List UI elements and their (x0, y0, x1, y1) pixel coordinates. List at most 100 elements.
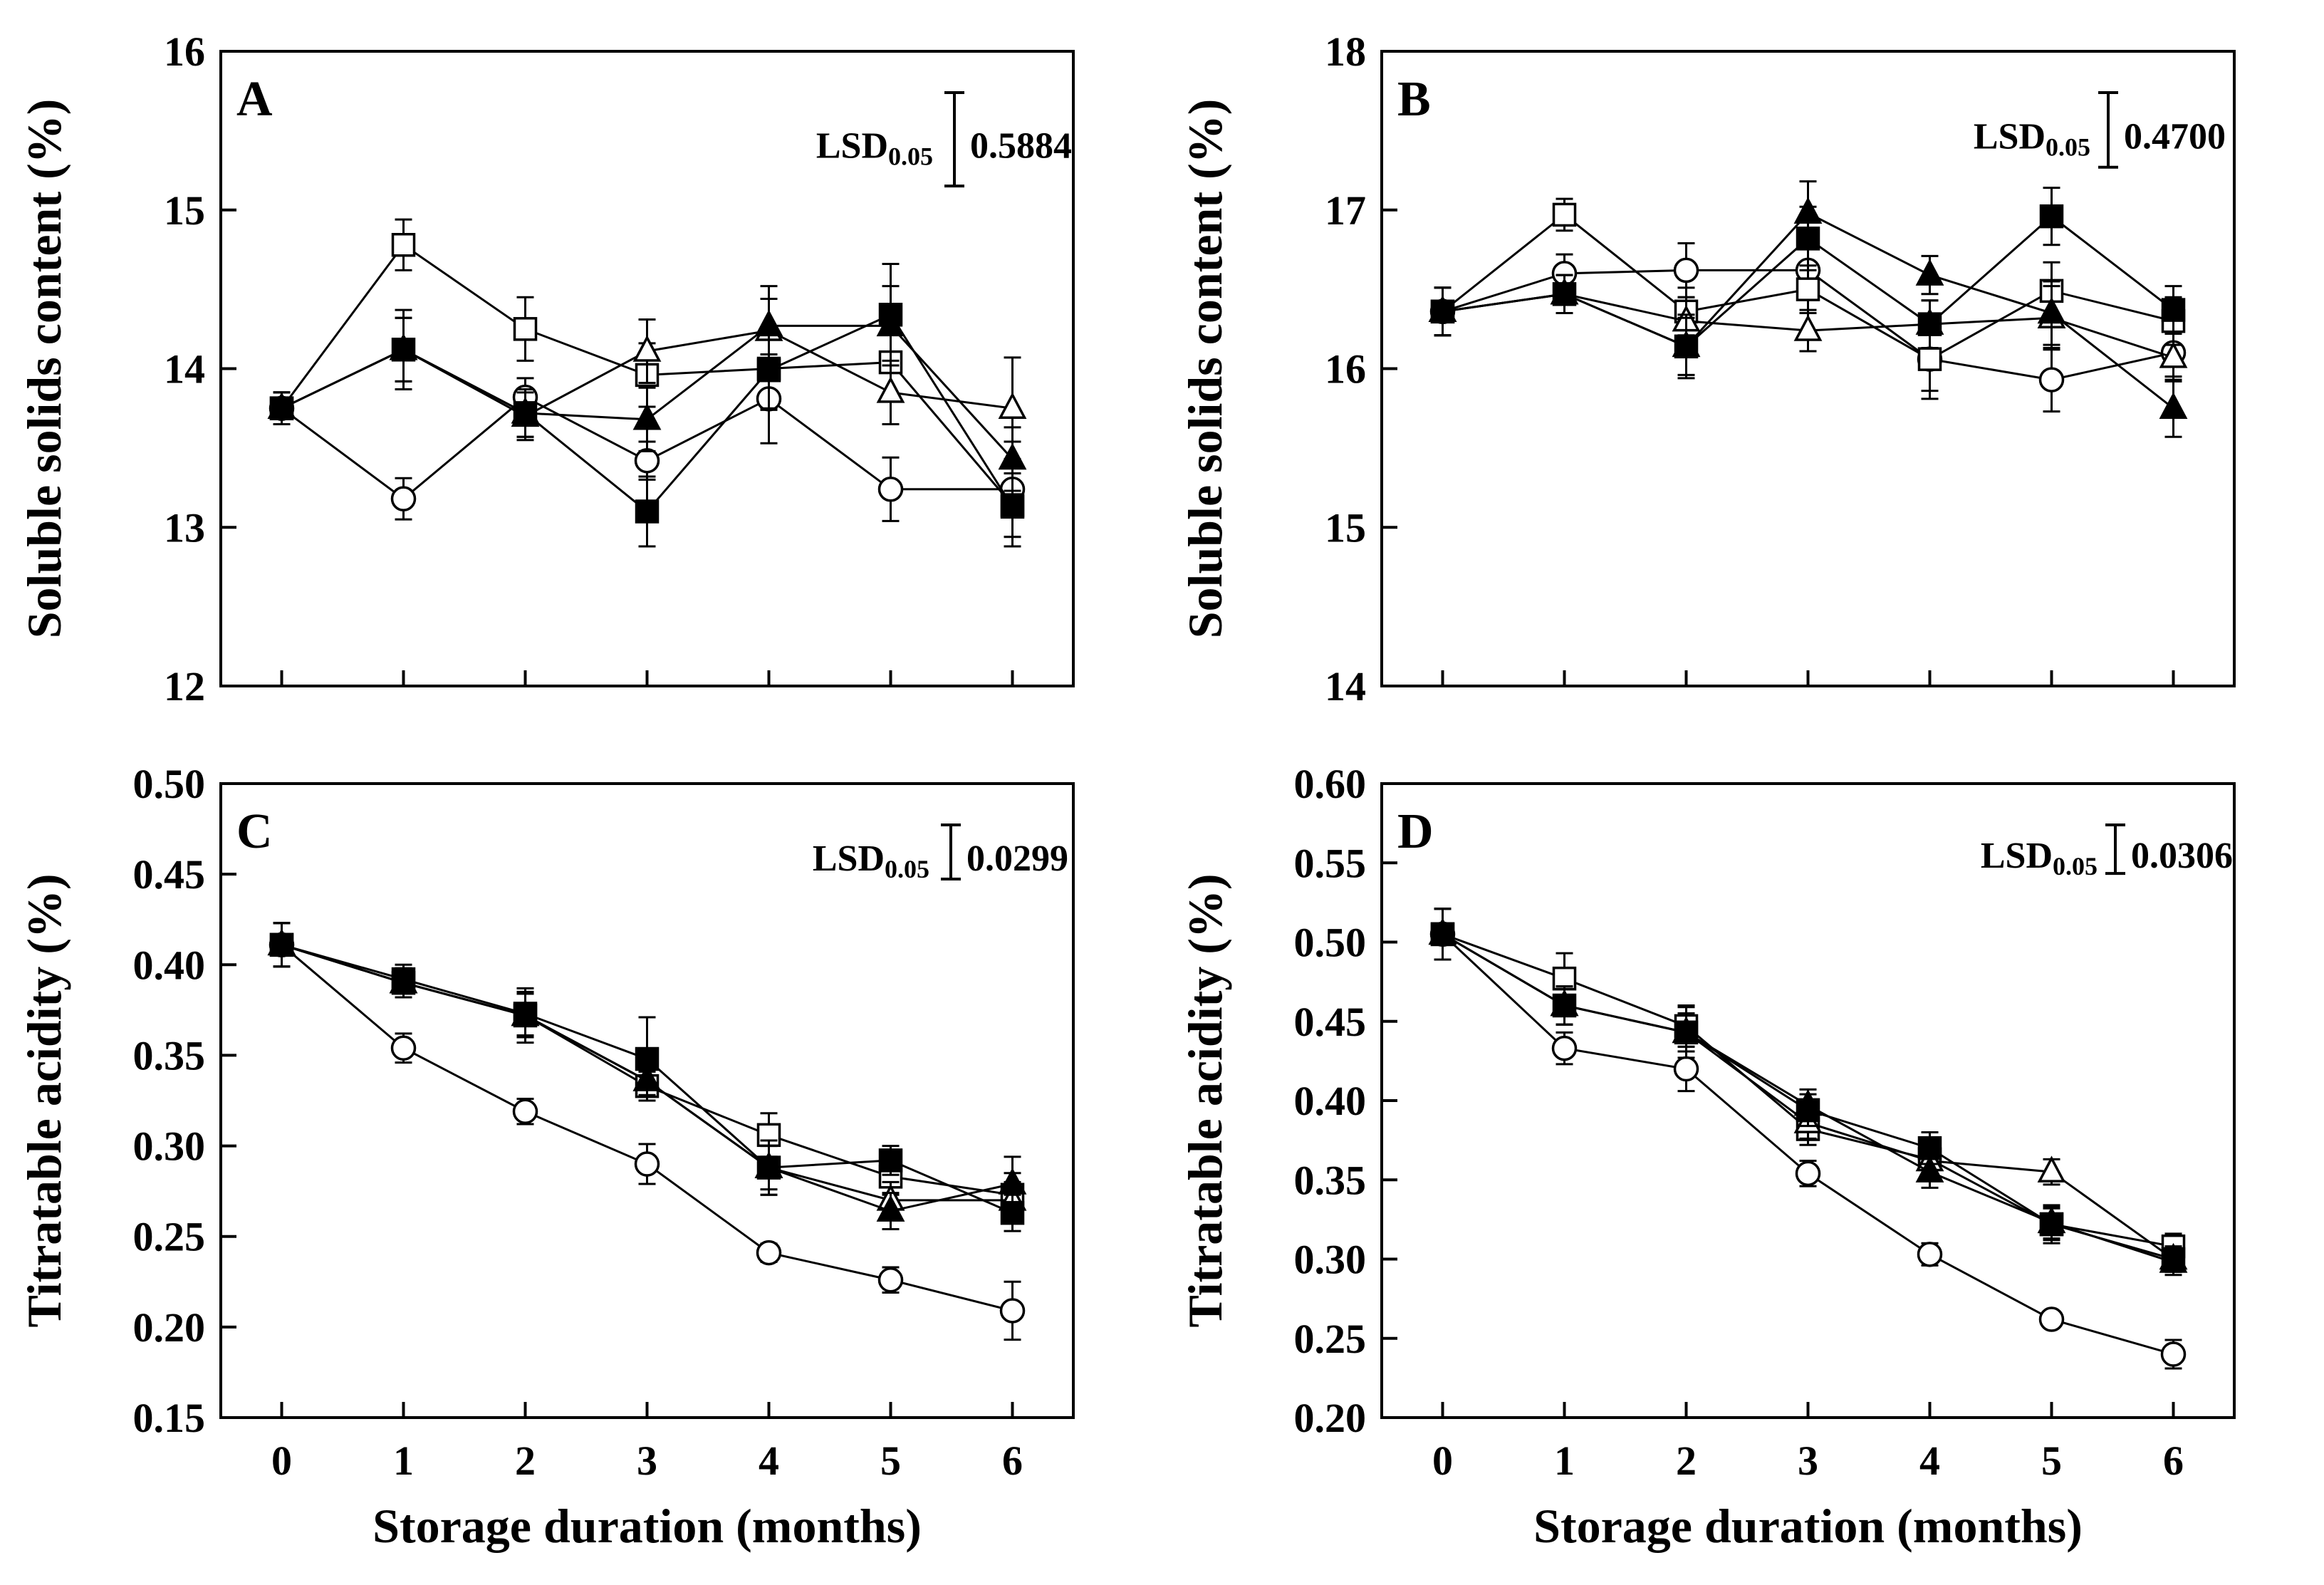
data-point-open-triangle (2037, 1155, 2066, 1183)
lsd-label: LSD0.05 (816, 126, 933, 171)
panel-label: B (1397, 72, 1431, 127)
data-point-filled-square (635, 1046, 660, 1071)
y-tick-label: 0.25 (133, 1214, 206, 1260)
data-point-open-circle (2160, 1341, 2187, 1367)
lsd-label-main: LSD (813, 838, 885, 879)
data-point-filled-square (2039, 1212, 2064, 1237)
y-tick-label: 12 (164, 663, 205, 710)
data-point-open-square (1552, 202, 1577, 227)
data-point-filled-square (2039, 204, 2064, 229)
y-tick-label: 0.20 (133, 1304, 206, 1351)
panel-label: A (236, 72, 273, 127)
data-point-filled-triangle (1915, 1155, 1944, 1183)
y-axis-label: Titratable acidity (%) (1178, 873, 1232, 1327)
data-point-filled-square (391, 338, 416, 362)
data-point-open-triangle (1793, 314, 1823, 341)
data-point-open-triangle (998, 392, 1027, 419)
series-line (281, 944, 1013, 1312)
data-point-filled-square (513, 401, 538, 425)
data-point-filled-square (1796, 1098, 1820, 1123)
y-tick-label: 16 (164, 28, 205, 75)
data-point-open-triangle (632, 335, 662, 362)
lsd-label-main: LSD (1974, 116, 2046, 157)
data-point-open-circle (756, 1240, 782, 1266)
lsd-label-main: LSD (816, 126, 888, 167)
x-tick-label: 0 (271, 1438, 292, 1484)
y-tick-label: 14 (164, 346, 205, 393)
data-point-filled-square (1552, 282, 1577, 306)
data-point-open-triangle (876, 376, 905, 403)
lsd-value: 0.4700 (2124, 116, 2226, 157)
lsd-label-main: LSD (1981, 836, 2053, 876)
data-point-open-square (1917, 347, 1942, 371)
lsd-label-subscript: 0.05 (2046, 132, 2090, 161)
data-point-open-circle (634, 1151, 660, 1177)
data-point-filled-square (756, 1155, 781, 1180)
data-point-filled-square (756, 358, 781, 383)
data-point-filled-square (1674, 1020, 1699, 1045)
data-point-filled-square (1796, 227, 1820, 251)
y-tick-label: 0.35 (133, 1032, 206, 1079)
data-point-filled-square (1430, 922, 1455, 947)
y-tick-label: 0.55 (1294, 840, 1367, 886)
data-point-open-circle (1673, 1056, 1699, 1082)
data-point-filled-square (878, 303, 903, 327)
data-point-filled-square (1674, 334, 1699, 359)
x-axis-label: Storage duration (months) (1533, 1499, 2083, 1553)
data-point-filled-square (1917, 312, 1942, 336)
data-point-filled-square (513, 1002, 538, 1026)
lsd-label: LSD0.05 (1974, 116, 2090, 161)
data-point-open-square (513, 317, 538, 341)
data-point-open-circle (1795, 1160, 1821, 1187)
x-tick-label: 6 (1002, 1438, 1023, 1484)
y-tick-label: 0.50 (1294, 920, 1367, 966)
data-point-open-circle (2038, 367, 2065, 393)
data-point-filled-square (1000, 494, 1025, 519)
panel-C: 0.15 0.20 0.25 0.30 0.35 0.40 0.45 0.50 0 1 2 3 4 5 6 T… (17, 761, 1075, 1553)
y-tick-label: 18 (1325, 28, 1366, 75)
y-tick-label: 0.30 (1294, 1237, 1367, 1283)
y-tick-label: 15 (1325, 504, 1366, 551)
lsd-value: 0.0306 (2131, 836, 2233, 876)
data-point-filled-square (1552, 993, 1577, 1018)
data-point-filled-triangle (632, 403, 662, 430)
panel-A: 12 13 14 15 16 Soluble solids content (%) A LSD… (17, 28, 1075, 710)
data-point-open-circle (390, 1035, 417, 1061)
x-tick-label: 4 (759, 1438, 779, 1484)
x-tick-label: 5 (2041, 1438, 2062, 1484)
data-point-open-circle (1673, 257, 1699, 284)
y-tick-label: 13 (164, 504, 205, 551)
x-tick-label: 3 (637, 1438, 657, 1484)
data-point-open-circle (877, 477, 904, 502)
data-point-filled-square (269, 396, 294, 420)
data-point-open-square (391, 233, 416, 257)
x-tick-label: 6 (2163, 1438, 2184, 1484)
x-tick-label: 5 (880, 1438, 901, 1484)
data-point-filled-square (1430, 299, 1455, 324)
y-tick-label: 17 (1325, 187, 1366, 234)
data-point-open-triangle (2159, 341, 2188, 368)
x-tick-label: 4 (1919, 1438, 1940, 1484)
y-tick-label: 0.45 (133, 851, 206, 898)
x-tick-label: 3 (1798, 1438, 1818, 1484)
lsd-value: 0.5884 (970, 126, 1072, 167)
data-point-open-circle (877, 1267, 904, 1293)
lsd-label-subscript: 0.05 (2053, 852, 2098, 880)
y-axis-label: Titratable acidity (%) (17, 873, 71, 1327)
data-point-open-circle (1917, 1242, 1943, 1267)
data-point-filled-square (269, 932, 294, 957)
panel-D: 0.20 0.25 0.30 0.35 0.40 0.45 0.50 0.55 0.60 0 1 2 3… (1178, 761, 2236, 1553)
y-tick-label: 16 (1325, 346, 1366, 393)
data-point-filled-square (1917, 1136, 1942, 1160)
panel-label: C (236, 804, 273, 859)
x-tick-label: 2 (515, 1438, 536, 1484)
data-point-filled-triangle (998, 1168, 1027, 1195)
y-tick-label: 0.60 (1294, 761, 1367, 807)
data-point-open-circle (2038, 1306, 2065, 1332)
x-axis-label: Storage duration (months) (372, 1499, 922, 1553)
data-point-open-circle (634, 447, 660, 474)
data-point-filled-triangle (876, 1195, 905, 1222)
lsd-label-subscript: 0.05 (885, 855, 929, 883)
